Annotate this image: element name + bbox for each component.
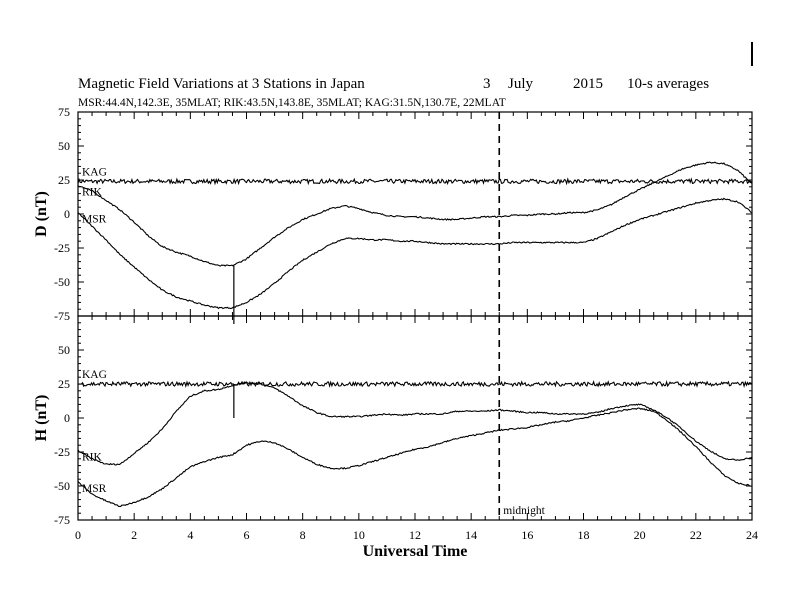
chart-title: Magnetic Field Variations at 3 Stations … xyxy=(78,76,365,92)
panel-frame-1 xyxy=(77,315,753,521)
series-label-msr: MSR xyxy=(82,483,107,495)
x-tick-label: 4 xyxy=(187,528,193,542)
series-line-msr xyxy=(77,197,753,310)
plot-area: 75 50 25 0 -25 -50 -75 D (nT) KAG RIK MSR 50 25 0 -25 -… xyxy=(33,105,758,560)
x-axis-label: Universal Time xyxy=(363,543,468,560)
y-tick-label: 50 xyxy=(58,139,70,153)
y-tick-label: -50 xyxy=(54,275,70,289)
chart-averaging: 10-s averages xyxy=(627,76,709,92)
x-tick-label: 16 xyxy=(521,528,533,542)
chart-date-year: 2015 xyxy=(573,76,603,92)
y-tick-label: 50 xyxy=(58,343,70,357)
y-tick-label: 0 xyxy=(64,411,70,425)
y-axis-label: D (nT) xyxy=(33,191,50,237)
y-tick-label: -75 xyxy=(54,513,70,527)
station-coordinates: MSR:44.4N,142.3E, 35MLAT; RIK:43.5N,143.… xyxy=(78,97,506,109)
y-tick-label: 25 xyxy=(58,377,70,391)
y-tick-label: -50 xyxy=(54,479,70,493)
y-tick-label: 75 xyxy=(58,105,70,119)
series-line-kag xyxy=(77,380,753,389)
x-tick-label: 12 xyxy=(409,528,421,542)
y-axis-label: H (nT) xyxy=(33,395,50,442)
chart-header: Magnetic Field Variations at 3 Stations … xyxy=(78,76,709,109)
series-line-rik xyxy=(77,381,753,466)
series-label-kag: KAG xyxy=(82,369,107,381)
series-label-kag: KAG xyxy=(82,166,107,178)
x-tick-label: 20 xyxy=(634,528,646,542)
x-tick-label: 0 xyxy=(75,528,81,542)
x-tick-label: 2 xyxy=(131,528,137,542)
y-tick-label: -25 xyxy=(54,241,70,255)
series-line-rik xyxy=(77,161,753,267)
x-tick-label: 6 xyxy=(244,528,250,542)
chart-date-day: 3 xyxy=(483,76,491,92)
y-tick-label: -25 xyxy=(54,445,70,459)
chart-date-month: July xyxy=(508,76,534,92)
series-line-kag xyxy=(77,177,753,186)
series-line-msr xyxy=(77,407,753,507)
x-tick-label: 24 xyxy=(746,528,758,542)
x-tick-label: 18 xyxy=(578,528,590,542)
x-tick-label: 22 xyxy=(690,528,702,542)
x-tick-label: 10 xyxy=(353,528,365,542)
y-tick-label: -75 xyxy=(54,309,70,323)
series-label-msr: MSR xyxy=(82,214,107,226)
series-label-rik: RIK xyxy=(82,452,103,464)
x-tick-label: 8 xyxy=(300,528,306,542)
panel-frame-0 xyxy=(77,111,753,317)
series-label-rik: RIK xyxy=(82,186,103,198)
midnight-label: midnight xyxy=(503,505,545,517)
y-tick-label: 0 xyxy=(64,207,70,221)
x-tick-label: 14 xyxy=(465,528,477,542)
y-tick-label: 25 xyxy=(58,173,70,187)
